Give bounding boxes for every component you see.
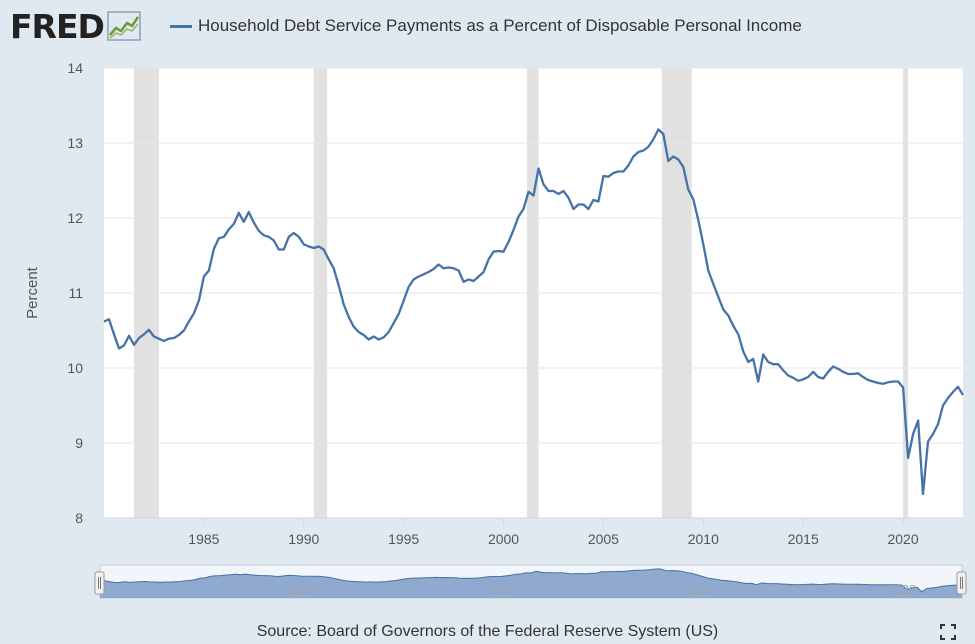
navigator-area bbox=[100, 568, 962, 598]
x-tick-label: 2015 bbox=[788, 531, 819, 547]
x-tick-label: 1990 bbox=[288, 531, 319, 547]
x-tick-label: 2005 bbox=[588, 531, 619, 547]
navigator-label: 1990 bbox=[286, 582, 315, 597]
legend-swatch bbox=[170, 24, 192, 28]
y-tick-label: 11 bbox=[68, 285, 83, 301]
navigator-left-handle[interactable] bbox=[94, 571, 105, 595]
fred-logo[interactable]: FRED bbox=[10, 6, 141, 46]
y-tick-label: 9 bbox=[75, 435, 83, 451]
navigator-right-handle[interactable] bbox=[956, 571, 967, 595]
y-tick-label: 13 bbox=[67, 135, 83, 151]
y-tick-label: 12 bbox=[67, 210, 83, 226]
line-chart: Percent 8 9 10 11 12 13 14 1985 1990 1995 2000 200… bbox=[24, 60, 967, 599]
navigator-label: 2000 bbox=[486, 582, 515, 597]
legend-label: Household Debt Service Payments as a Per… bbox=[198, 16, 802, 35]
x-tick-label: 2020 bbox=[887, 531, 918, 547]
fred-logo-text: FRED bbox=[10, 6, 105, 46]
navigator-label: 2010 bbox=[687, 582, 716, 597]
y-axis: 8 9 10 11 12 13 14 bbox=[67, 60, 83, 526]
source-note: Source: Board of Governors of the Federa… bbox=[256, 623, 719, 640]
y-axis-title: Percent bbox=[24, 266, 41, 319]
chart-legend[interactable]: Household Debt Service Payments as a Per… bbox=[170, 16, 802, 36]
trend-chart-icon bbox=[107, 11, 141, 41]
y-tick-label: 8 bbox=[75, 510, 83, 526]
y-tick-label: 14 bbox=[67, 60, 83, 76]
x-axis: 1985 1990 1995 2000 2005 2010 2015 2020 bbox=[104, 517, 963, 547]
chart-header: FRED Household Debt Service Payments as … bbox=[0, 0, 975, 60]
navigator-label: 2020 bbox=[887, 582, 916, 597]
y-tick-label: 10 bbox=[67, 360, 83, 376]
navigator[interactable]: 1990 2000 2010 2020 bbox=[94, 564, 967, 599]
x-tick-label: 1995 bbox=[388, 531, 419, 547]
x-tick-label: 1985 bbox=[188, 531, 219, 547]
x-tick-label: 2000 bbox=[488, 531, 519, 547]
series-lines bbox=[103, 128, 964, 496]
navigator-line bbox=[99, 568, 963, 593]
series-line bbox=[103, 128, 964, 496]
expand-icon[interactable] bbox=[940, 624, 956, 640]
x-tick-label: 2010 bbox=[688, 531, 719, 547]
